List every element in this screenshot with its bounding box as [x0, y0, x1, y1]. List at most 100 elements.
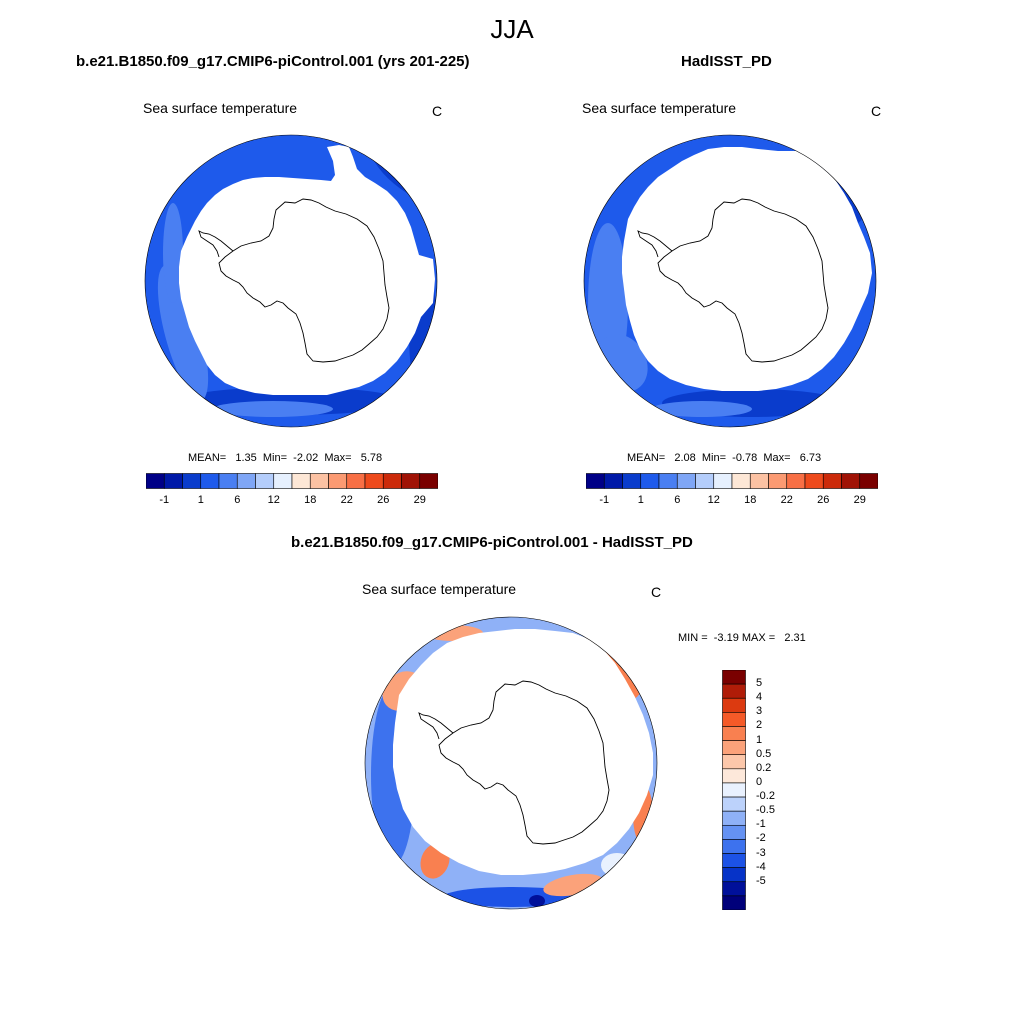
colorbar-swatch [722, 782, 746, 798]
colorbar-tick-label: 3 [756, 705, 763, 718]
colorbar-tick-label: 18 [744, 494, 757, 506]
colorbar-swatch [722, 768, 746, 784]
colorbar-swatch [218, 473, 238, 489]
panel-3-difference-map [364, 616, 658, 910]
colorbar-swatch [236, 473, 256, 489]
sst-field [145, 135, 437, 427]
colorbar-swatch [695, 473, 715, 489]
colorbar-swatch [622, 473, 642, 489]
colorbar-tick-label: 4 [756, 691, 763, 704]
panel-2-polar-map [583, 134, 877, 428]
colorbar-swatch [163, 473, 183, 489]
colorbar-tick-label: 0 [756, 775, 763, 788]
colorbar-swatch [200, 473, 220, 489]
colorbar-swatch [731, 473, 751, 489]
colorbar-tick-label: -1 [599, 494, 610, 506]
colorbar-tick-label: -4 [756, 860, 766, 873]
colorbar-swatch [346, 473, 366, 489]
sst-contour [652, 401, 752, 417]
colorbar-tick-label: 12 [707, 494, 720, 506]
colorbar-tick-label: 2 [756, 719, 763, 732]
colorbar-tick-label: -2 [756, 832, 766, 845]
colorbar-tick-label: 29 [413, 494, 426, 506]
colorbar-swatch [722, 839, 746, 854]
colorbar-swatch [722, 881, 746, 897]
colorbar-tick-label: 0.5 [756, 747, 772, 760]
sea-ice-mask [393, 629, 653, 875]
colorbar-swatch [841, 473, 861, 489]
panel-3-units-label: C [651, 584, 662, 600]
colorbar-swatch [722, 726, 746, 741]
colorbar-swatch [722, 853, 746, 868]
antarctica-coastline [438, 680, 610, 845]
colorbar-tick-label: 26 [817, 494, 830, 506]
panel-1-title: b.e21.B1850.f09_g17.CMIP6-piControl.001 … [76, 53, 470, 70]
colorbar-swatch [401, 473, 421, 489]
sea-ice-mask [179, 145, 435, 395]
colorbar-swatch [722, 895, 746, 910]
colorbar-tick-label: 0.2 [756, 761, 772, 774]
colorbar-swatch [273, 473, 293, 489]
colorbar-tick-label: 1 [756, 733, 763, 746]
panel-1-colorbar [146, 473, 438, 489]
colorbar-tick-label: 18 [304, 494, 317, 506]
colorbar-swatch [722, 810, 746, 826]
colorbar-swatch [309, 473, 329, 489]
panel-1-stats: MEAN= 1.35 Min= -2.02 Max= 5.78 [188, 452, 383, 464]
sst-contour [213, 401, 333, 417]
colorbar-tick-label: -0.5 [756, 804, 775, 817]
colorbar-tick-label: 29 [853, 494, 866, 506]
colorbar-swatch [722, 697, 746, 713]
colorbar-tick-label: 22 [340, 494, 353, 506]
panel-3-title: b.e21.B1850.f09_g17.CMIP6-piControl.001 … [291, 534, 693, 551]
map-boundary [144, 134, 438, 428]
antarctica-coastline [218, 198, 390, 363]
colorbar-swatch [722, 670, 746, 685]
colorbar-swatch [676, 473, 696, 489]
colorbar-tick-label: 5 [756, 677, 763, 690]
panel-2-colorbar [586, 473, 878, 489]
sst-field [584, 135, 876, 427]
peninsula-coastline [198, 230, 234, 258]
colorbar-tick-label: -1 [756, 818, 766, 831]
map-boundary [364, 616, 658, 910]
colorbar-swatch [722, 824, 746, 840]
colorbar-swatch [722, 754, 746, 770]
colorbar-swatch [255, 473, 275, 489]
colorbar-swatch [364, 473, 384, 489]
colorbar-swatch [586, 473, 605, 489]
colorbar-tick-label: 22 [780, 494, 793, 506]
colorbar-swatch [328, 473, 348, 489]
peninsula-coastline [418, 712, 454, 740]
panel-3-variable-label: Sea surface temperature [362, 581, 517, 597]
panel-1-polar-map [144, 134, 438, 428]
colorbar-swatch [713, 473, 733, 489]
sst-contour [601, 853, 633, 877]
colorbar-swatch [768, 473, 788, 489]
antarctica-coastline [657, 198, 829, 363]
colorbar-swatch [146, 473, 165, 489]
colorbar-tick-label: -1 [159, 494, 170, 506]
colorbar-tick-label: 12 [267, 494, 280, 506]
panel-1-colorbar-ticks: -1 1 6 12 18 22 26 29 [146, 494, 438, 508]
sst-contour [529, 895, 545, 907]
colorbar-swatch [749, 473, 769, 489]
panel-1-units-label: C [432, 103, 443, 119]
sea-ice-mask [622, 147, 872, 391]
colorbar-tick-label: 1 [637, 494, 644, 506]
colorbar-tick-label: -0.2 [756, 790, 775, 803]
colorbar-swatch [722, 796, 746, 812]
panel-3-stats: MIN = -3.19 MAX = 2.31 [678, 632, 806, 644]
panel-2-stats: MEAN= 2.08 Min= -0.78 Max= 6.73 [627, 452, 822, 464]
colorbar-swatch [640, 473, 660, 489]
colorbar-tick-label: 1 [197, 494, 204, 506]
colorbar-swatch [786, 473, 806, 489]
sst-field [365, 617, 657, 909]
colorbar-swatch [419, 473, 438, 489]
peninsula-coastline [637, 230, 673, 258]
colorbar-swatch [182, 473, 202, 489]
colorbar-swatch [859, 473, 878, 489]
colorbar-swatch [603, 473, 623, 489]
panel-2-variable-label: Sea surface temperature [582, 100, 737, 116]
colorbar-swatch [804, 473, 824, 489]
